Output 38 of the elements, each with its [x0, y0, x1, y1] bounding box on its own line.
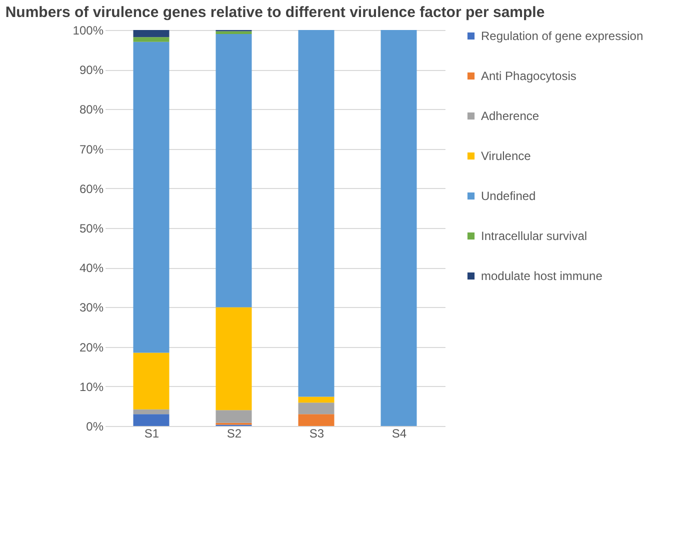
bar [133, 37, 170, 42]
y-tick-label: 30% [79, 300, 104, 315]
bar [216, 34, 252, 308]
bar [298, 30, 334, 397]
bar [133, 42, 170, 353]
x-tick-label: S1 [144, 426, 160, 440]
bar [216, 410, 252, 423]
x-tick-label: S4 [392, 426, 407, 440]
bar [298, 402, 334, 414]
y-tick-label: 70% [79, 142, 104, 156]
y-tick-label: 10% [79, 380, 104, 394]
bar [133, 414, 170, 426]
legend-label: Adherence [481, 109, 540, 123]
bar [133, 409, 170, 414]
legend-label: Undefined [481, 189, 536, 203]
x-tick-label: S2 [226, 426, 242, 440]
y-tick-label: 40% [79, 261, 104, 276]
legend-label: Virulence [481, 149, 532, 163]
y-tick-label: 80% [79, 102, 104, 117]
bar [380, 30, 417, 426]
bar [298, 396, 334, 403]
legend-label: Anti Phagocytosis [481, 69, 576, 83]
bar [133, 30, 170, 38]
bar [298, 414, 334, 426]
x-tick-label: S3 [309, 426, 324, 440]
bar [133, 352, 170, 410]
chart-title: Numbers of virulence genes relative to different virulence factor per sample [5, 4, 545, 21]
y-tick-label: 20% [79, 340, 104, 354]
y-tick-label: 0% [86, 420, 104, 434]
bar [216, 31, 252, 34]
legend-label: Intracellular survival [481, 229, 588, 243]
legend-label: modulate host immune [481, 269, 603, 283]
y-tick-label: 90% [79, 63, 104, 78]
bar [216, 307, 252, 410]
y-tick-label: 50% [79, 222, 104, 236]
y-tick-label: 60% [79, 182, 104, 196]
y-tick-label: 100% [72, 24, 104, 38]
legend-label: Regulation of gene expression [481, 29, 644, 43]
